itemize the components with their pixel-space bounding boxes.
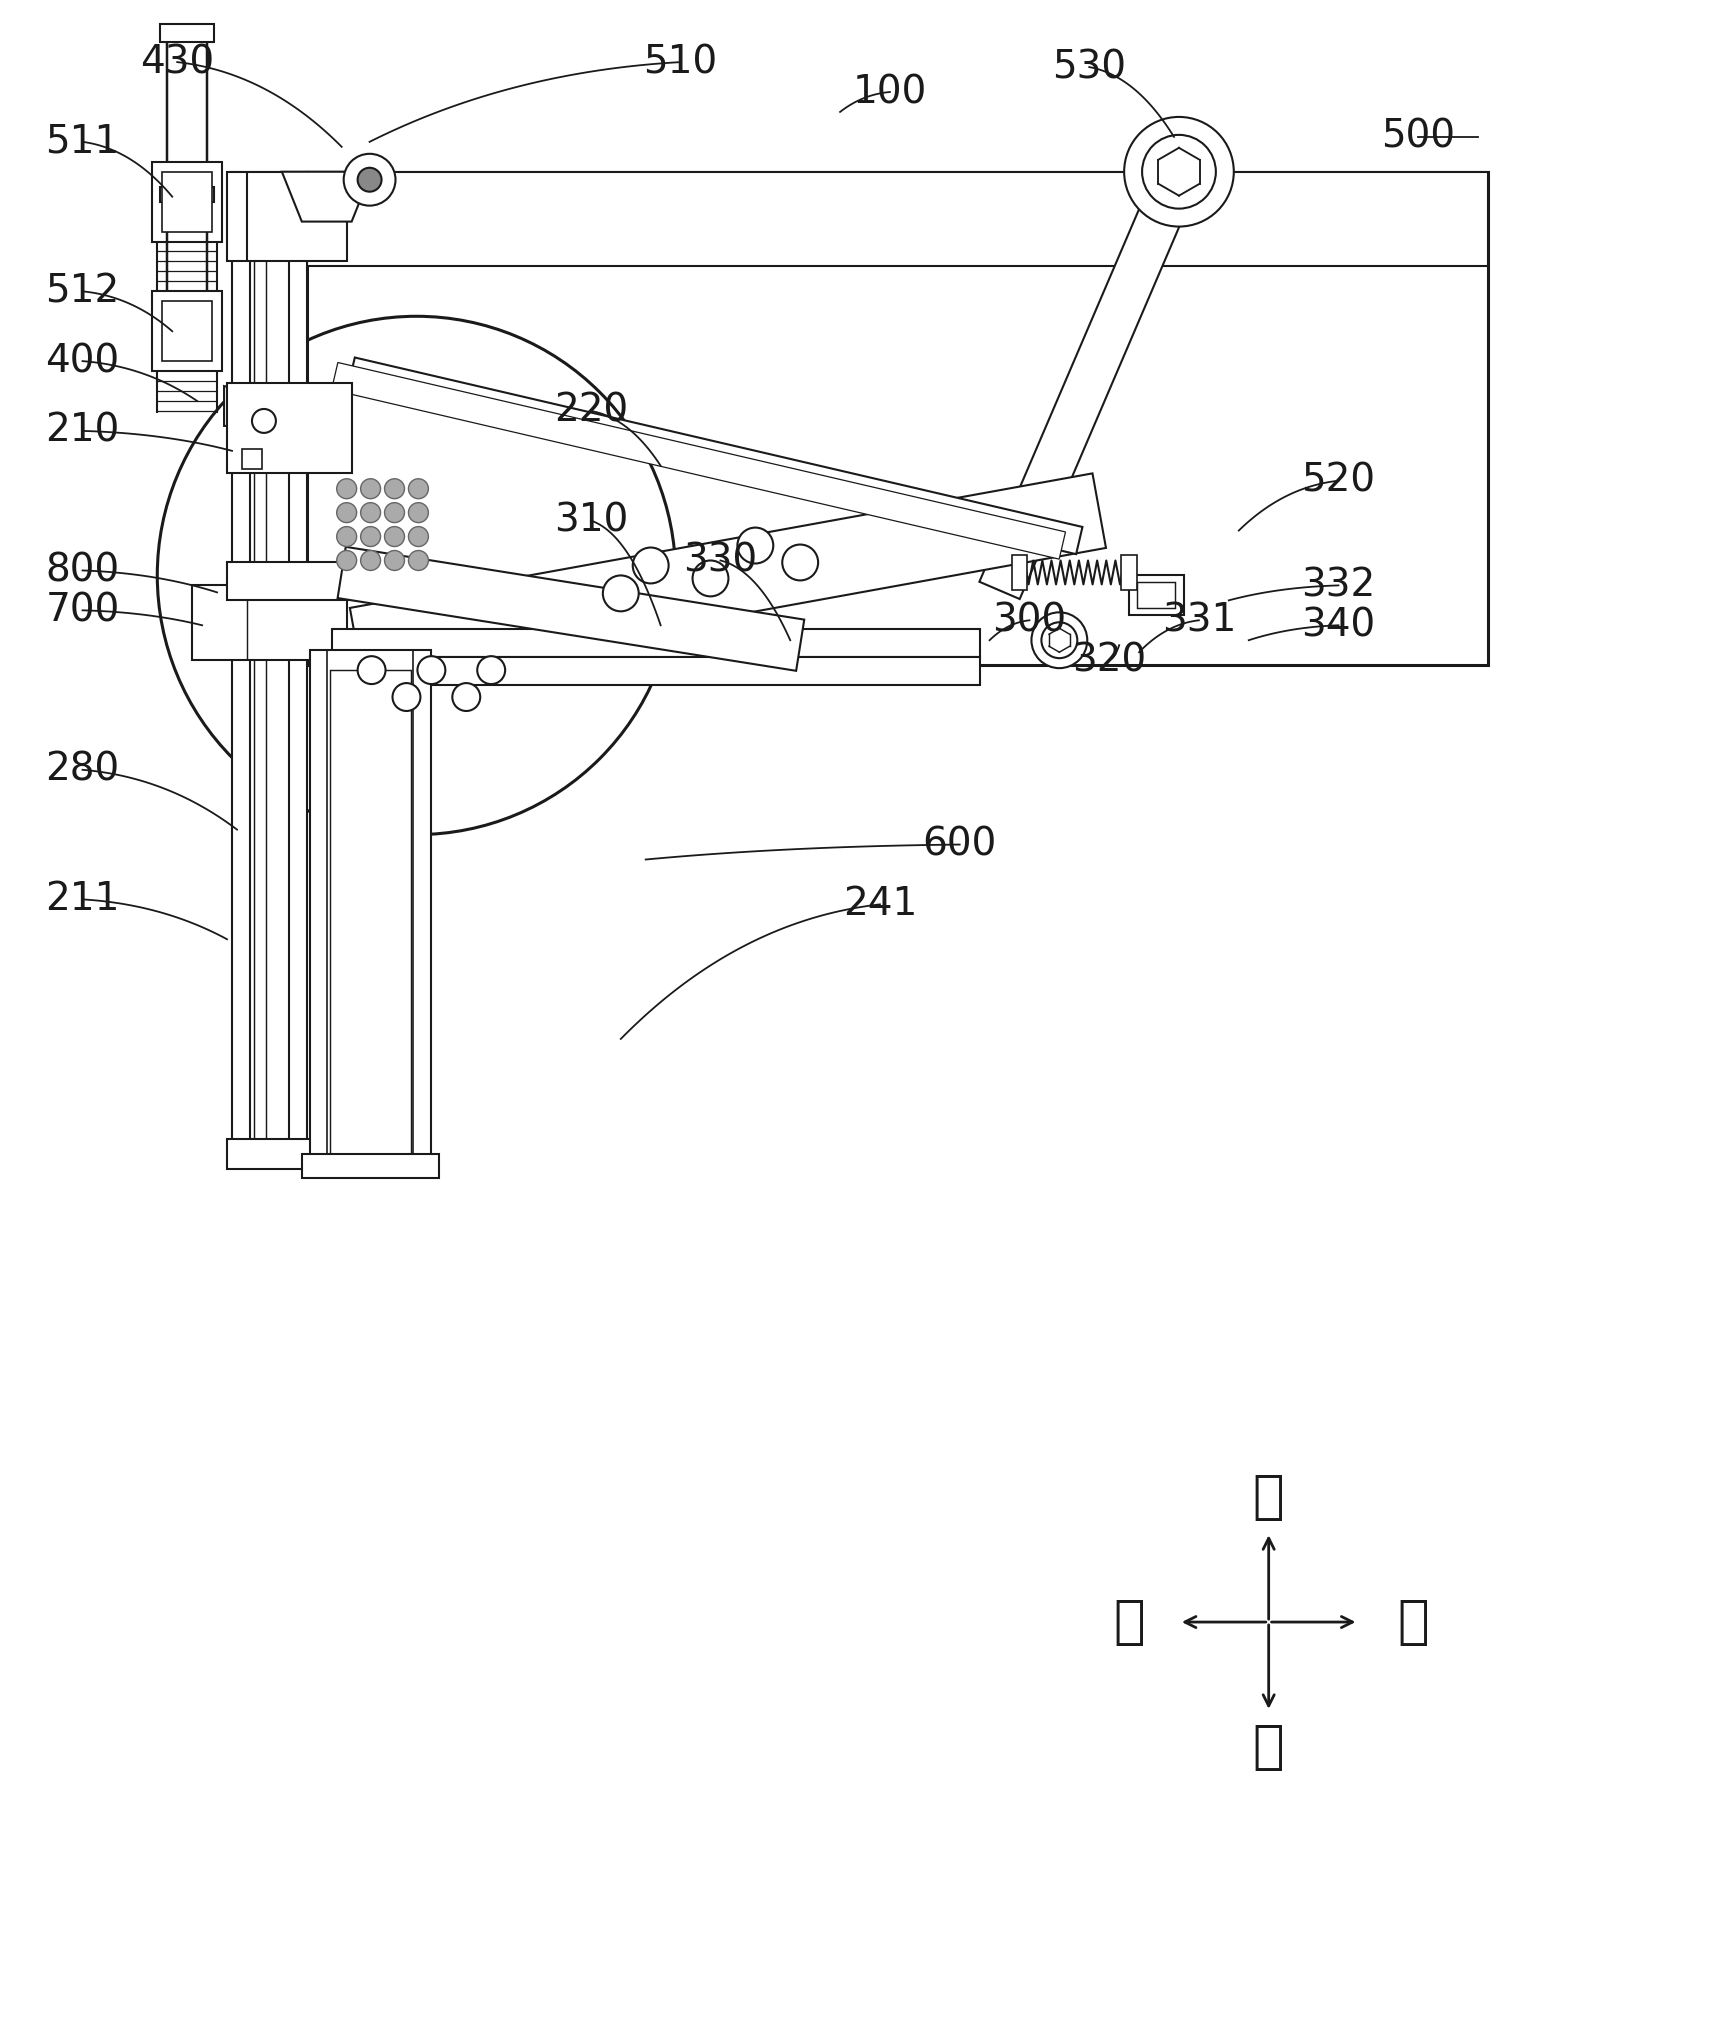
- Text: 700: 700: [45, 591, 120, 630]
- Text: 511: 511: [45, 122, 120, 161]
- Text: 510: 510: [644, 43, 718, 82]
- Bar: [330, 671, 411, 1158]
- Text: 241: 241: [843, 885, 917, 924]
- Bar: [255, 257, 267, 1158]
- Text: 280: 280: [45, 750, 120, 789]
- Bar: [151, 292, 222, 371]
- Bar: [151, 161, 222, 241]
- Circle shape: [337, 504, 356, 522]
- Bar: [162, 171, 212, 232]
- Circle shape: [392, 683, 420, 712]
- Circle shape: [408, 551, 429, 571]
- Circle shape: [358, 657, 386, 685]
- Text: 332: 332: [1301, 567, 1375, 604]
- Text: 340: 340: [1301, 606, 1375, 644]
- Circle shape: [602, 575, 638, 612]
- Circle shape: [384, 551, 404, 571]
- Text: 400: 400: [45, 343, 120, 379]
- Bar: [301, 1154, 439, 1179]
- Polygon shape: [337, 546, 804, 671]
- Circle shape: [384, 479, 404, 500]
- Bar: [243, 449, 262, 469]
- Bar: [227, 171, 346, 261]
- Text: 800: 800: [45, 551, 120, 589]
- Bar: [160, 24, 213, 43]
- Circle shape: [344, 153, 396, 206]
- Bar: [227, 563, 416, 599]
- Circle shape: [692, 561, 728, 595]
- Bar: [160, 188, 213, 202]
- Text: 320: 320: [1072, 640, 1146, 679]
- Bar: [162, 302, 212, 361]
- Circle shape: [408, 504, 429, 522]
- Bar: [332, 630, 979, 657]
- Circle shape: [408, 479, 429, 500]
- Polygon shape: [979, 163, 1200, 599]
- Circle shape: [783, 544, 817, 581]
- Text: 后: 后: [1397, 1597, 1428, 1648]
- Text: 300: 300: [993, 602, 1067, 640]
- Circle shape: [157, 316, 676, 834]
- Circle shape: [337, 526, 356, 546]
- Circle shape: [453, 683, 480, 712]
- Bar: [306, 171, 1489, 665]
- Circle shape: [1041, 622, 1077, 659]
- Bar: [1138, 583, 1175, 608]
- Circle shape: [384, 526, 404, 546]
- Circle shape: [384, 504, 404, 522]
- Bar: [306, 171, 1489, 267]
- Circle shape: [737, 528, 773, 563]
- Circle shape: [337, 551, 356, 571]
- Circle shape: [337, 479, 356, 500]
- Bar: [1120, 555, 1138, 591]
- Polygon shape: [282, 171, 372, 222]
- Polygon shape: [224, 385, 284, 426]
- Circle shape: [361, 479, 380, 500]
- Text: 331: 331: [1162, 602, 1236, 640]
- Text: 下: 下: [1253, 1721, 1284, 1772]
- Circle shape: [418, 657, 446, 685]
- Text: 210: 210: [45, 412, 120, 451]
- Text: 310: 310: [554, 502, 628, 540]
- Circle shape: [1124, 116, 1234, 226]
- Bar: [227, 383, 351, 473]
- Bar: [227, 1138, 317, 1168]
- Bar: [1129, 575, 1184, 616]
- Bar: [193, 585, 346, 661]
- Polygon shape: [349, 473, 1107, 683]
- Circle shape: [1031, 612, 1088, 669]
- Circle shape: [358, 167, 382, 192]
- Circle shape: [408, 526, 429, 546]
- Text: 211: 211: [45, 881, 120, 918]
- Text: 512: 512: [45, 273, 120, 310]
- Polygon shape: [332, 363, 1065, 559]
- Bar: [310, 650, 432, 1168]
- Text: 530: 530: [1052, 49, 1126, 86]
- Polygon shape: [348, 357, 1083, 555]
- Circle shape: [477, 657, 506, 685]
- Circle shape: [251, 410, 275, 432]
- Text: 前: 前: [1113, 1597, 1144, 1648]
- Bar: [232, 171, 306, 1158]
- Text: 上: 上: [1253, 1472, 1284, 1523]
- Circle shape: [399, 557, 434, 593]
- Circle shape: [1143, 135, 1215, 208]
- Bar: [332, 657, 979, 685]
- Circle shape: [633, 548, 669, 583]
- Bar: [1012, 555, 1027, 591]
- Circle shape: [361, 526, 380, 546]
- Text: 100: 100: [852, 73, 928, 110]
- Circle shape: [361, 504, 380, 522]
- Text: 330: 330: [683, 542, 757, 579]
- Text: 220: 220: [554, 391, 628, 430]
- Circle shape: [361, 551, 380, 571]
- Text: 500: 500: [1382, 118, 1456, 155]
- Text: 600: 600: [922, 826, 996, 865]
- Text: 430: 430: [139, 43, 215, 82]
- Text: 520: 520: [1301, 461, 1375, 500]
